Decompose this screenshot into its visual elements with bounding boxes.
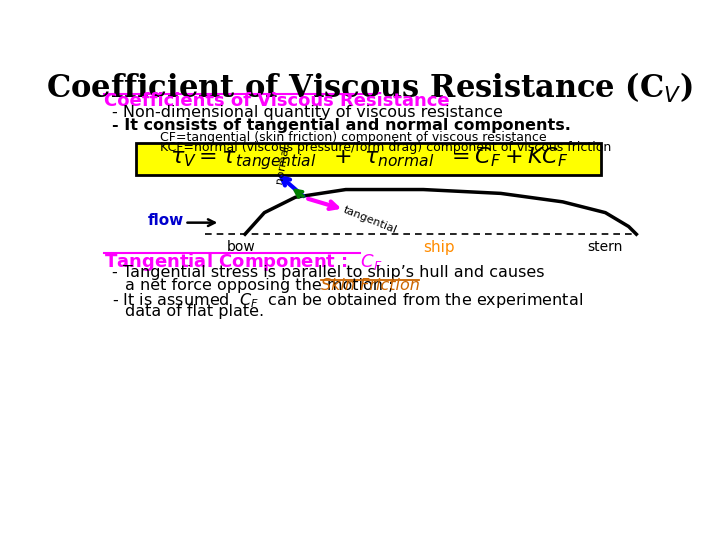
Text: - It is assumed  $C_F$  can be obtained from the experimental: - It is assumed $C_F$ can be obtained fr… <box>112 291 582 310</box>
Text: ship: ship <box>423 240 454 254</box>
Text: - It consists of tangential and normal components.: - It consists of tangential and normal c… <box>112 118 570 133</box>
Text: normal: normal <box>274 144 291 184</box>
Text: a net force opposing the motion ;: a net force opposing the motion ; <box>125 278 404 293</box>
Text: - Non-dimensional quantity of viscous resistance: - Non-dimensional quantity of viscous re… <box>112 105 503 120</box>
Text: Coefficient of Viscous Resistance (C$_V$): Coefficient of Viscous Resistance (C$_V$… <box>45 71 693 105</box>
Text: tangential: tangential <box>342 205 398 235</box>
Text: $\tau_V = \tau_{tangential}\ \ +\ \tau_{normal}\ \ = C_F + KC_F$: $\tau_V = \tau_{tangential}\ \ +\ \tau_{… <box>170 145 568 172</box>
Text: bow: bow <box>227 240 256 254</box>
Text: CF=tangential (skin friction) component of viscous resistance: CF=tangential (skin friction) component … <box>160 131 546 144</box>
Text: KCF=normal (viscous pressure/form drag) component of viscous friction: KCF=normal (viscous pressure/form drag) … <box>160 141 611 154</box>
Text: - Tangential stress is parallel to ship’s hull and causes: - Tangential stress is parallel to ship’… <box>112 265 544 280</box>
Text: Tangential Component :  $C_F$: Tangential Component : $C_F$ <box>104 251 382 273</box>
Text: flow: flow <box>148 213 184 228</box>
Text: data of flat plate.: data of flat plate. <box>125 304 264 319</box>
Text: Coefficients of Viscous Resistance: Coefficients of Viscous Resistance <box>104 92 449 110</box>
Text: Skin Friction: Skin Friction <box>321 278 420 293</box>
FancyBboxPatch shape <box>136 143 600 175</box>
Text: stern: stern <box>588 240 623 254</box>
